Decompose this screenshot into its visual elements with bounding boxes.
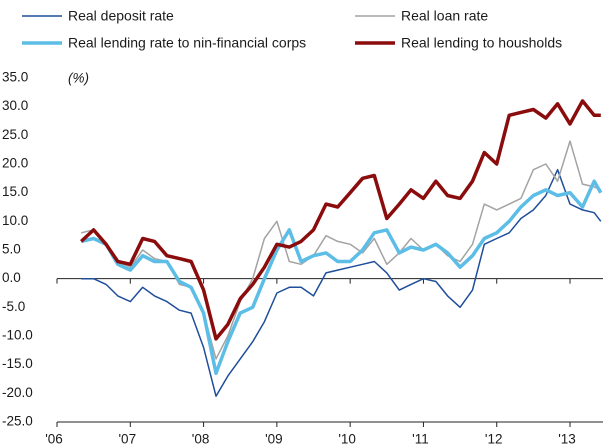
y-tick-label: -10.0 — [2, 328, 33, 343]
y-tick-label: 5.0 — [2, 242, 21, 257]
y-tick-label: 30.0 — [2, 98, 28, 113]
x-tick-label: '08 — [192, 432, 210, 447]
y-tick-label: -5.0 — [2, 299, 25, 314]
legend-label: Real lending rate to nin-financial corps — [68, 35, 306, 51]
x-tick-label: '11 — [412, 432, 429, 447]
y-tick-label: 35.0 — [2, 70, 28, 85]
legend-label: Real lending to housholds — [401, 35, 562, 51]
series-line — [80, 99, 601, 341]
series-line — [81, 140, 602, 360]
x-tick-label: '10 — [338, 432, 356, 447]
y-tick-label: -25.0 — [2, 414, 33, 429]
x-tick-label: '06 — [45, 432, 63, 447]
legend-label: Real deposit rate — [68, 8, 174, 24]
x-tick-label: '07 — [118, 432, 136, 447]
y-tick-label: 25.0 — [2, 127, 28, 142]
unit-annotation: (%) — [68, 71, 89, 86]
series-line — [81, 168, 602, 397]
y-tick-label: 20.0 — [2, 156, 28, 171]
x-tick-label: '09 — [265, 432, 283, 447]
x-tick-label: '13 — [558, 432, 576, 447]
y-tick-label: -15.0 — [2, 356, 33, 371]
legend-label: Real loan rate — [401, 8, 488, 24]
series-line — [80, 179, 603, 376]
y-tick-label: 0.0 — [2, 270, 21, 285]
x-tick-label: '12 — [485, 432, 503, 447]
y-tick-label: 10.0 — [2, 213, 28, 228]
y-tick-label: 15.0 — [2, 184, 28, 199]
y-tick-label: -20.0 — [2, 385, 33, 400]
